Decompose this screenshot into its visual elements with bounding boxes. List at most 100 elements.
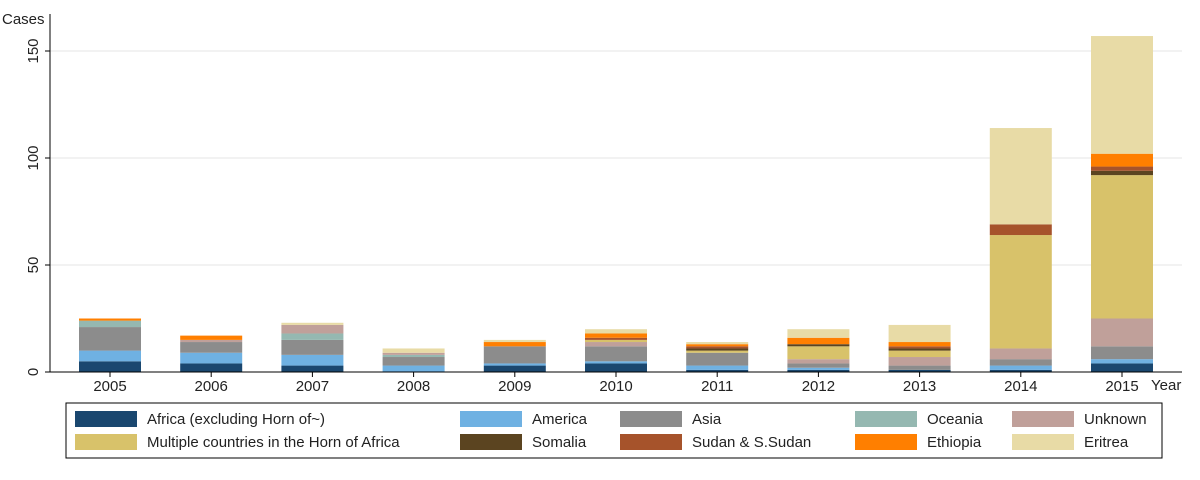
bar-segment bbox=[281, 324, 344, 334]
legend-box bbox=[65, 402, 1163, 459]
bar-segment bbox=[888, 350, 951, 358]
legend-label: Africa (excluding Horn of~) bbox=[147, 411, 325, 428]
legend-swatch bbox=[855, 411, 917, 427]
bar-segment bbox=[79, 327, 141, 351]
legend-swatch bbox=[620, 434, 682, 450]
bar-segment bbox=[989, 359, 1052, 366]
legend: Africa (excluding Horn of~) America Asia Oc… bbox=[65, 402, 1163, 459]
bar-segment bbox=[79, 361, 141, 372]
bar-segment bbox=[585, 346, 647, 362]
bar-segment bbox=[585, 333, 647, 338]
bar-segment bbox=[787, 369, 850, 372]
legend-swatch bbox=[460, 434, 522, 450]
bar-segment bbox=[1091, 170, 1153, 176]
bar-segment bbox=[1091, 346, 1153, 360]
bar-segment bbox=[382, 352, 445, 355]
bar-segment bbox=[888, 342, 951, 347]
bar-segment bbox=[585, 329, 647, 334]
bar-segment bbox=[787, 337, 850, 345]
bar-segment bbox=[989, 365, 1052, 370]
legend-swatch bbox=[460, 411, 522, 427]
bar-segment bbox=[281, 339, 344, 355]
bar-segment bbox=[585, 363, 647, 372]
x-tick-label: 2007 bbox=[296, 378, 329, 395]
bar-segment bbox=[787, 367, 850, 370]
bar-segment bbox=[686, 344, 749, 347]
bar-segment bbox=[686, 342, 749, 345]
bar-segment bbox=[686, 365, 749, 370]
bar-segment bbox=[888, 357, 951, 366]
bar-segment bbox=[888, 346, 951, 349]
bar-segment bbox=[1091, 359, 1153, 364]
legend-swatch bbox=[75, 411, 137, 427]
x-tick-label: 2013 bbox=[903, 378, 936, 395]
bar-segment bbox=[787, 363, 850, 368]
legend-label: Ethiopia bbox=[927, 434, 982, 451]
bar-segment bbox=[483, 346, 546, 364]
bar-segment bbox=[281, 322, 344, 325]
bar-segment bbox=[483, 363, 546, 366]
legend-swatch bbox=[855, 434, 917, 450]
bar-segment bbox=[79, 318, 141, 321]
bar-segment bbox=[79, 320, 141, 328]
bar-segment bbox=[989, 235, 1052, 349]
bar-segment bbox=[989, 348, 1052, 360]
bar-segment bbox=[1091, 318, 1153, 347]
x-tick-label: 2008 bbox=[397, 378, 430, 395]
bar-segment bbox=[888, 324, 951, 343]
bar-segment bbox=[180, 339, 243, 343]
x-tick-label: 2006 bbox=[195, 378, 228, 395]
x-tick-label: 2015 bbox=[1105, 378, 1138, 395]
bar-segment bbox=[382, 348, 445, 353]
bar-segment bbox=[989, 369, 1052, 372]
legend-label: Multiple countries in the Horn of Africa bbox=[147, 434, 400, 451]
bars bbox=[79, 36, 1153, 372]
bar-segment bbox=[585, 342, 647, 347]
bar-segment bbox=[989, 224, 1052, 236]
x-tick-label: 2010 bbox=[599, 378, 632, 395]
bar-segment bbox=[79, 350, 141, 362]
bar-segment bbox=[483, 342, 546, 347]
bar-segment bbox=[686, 369, 749, 372]
x-tick-label: 2011 bbox=[701, 378, 733, 395]
bar-segment bbox=[281, 365, 344, 372]
bar-segment bbox=[180, 342, 243, 353]
legend-swatch bbox=[1012, 434, 1074, 450]
x-ticks: 2005 2006 2007 2008 2009 2010 2011 2012 2013 2014… bbox=[93, 372, 1139, 395]
y-tick-label: 0 bbox=[25, 368, 42, 376]
x-tick-label: 2012 bbox=[802, 378, 835, 395]
bar-segment bbox=[180, 363, 243, 372]
bar-segment bbox=[585, 339, 647, 343]
bar-segment bbox=[382, 365, 445, 372]
bar-segment bbox=[686, 346, 749, 349]
bar-segment bbox=[585, 337, 647, 340]
bar-segment bbox=[989, 128, 1052, 225]
bar-segment bbox=[888, 348, 951, 351]
bar-segment bbox=[686, 352, 749, 366]
x-tick-label: 2009 bbox=[498, 378, 531, 395]
bar-segment bbox=[787, 329, 850, 338]
legend-swatch bbox=[620, 411, 682, 427]
legend-label: Oceania bbox=[927, 411, 984, 428]
legend-label: Eritrea bbox=[1084, 434, 1129, 451]
bar-segment bbox=[1091, 175, 1153, 319]
bar-segment bbox=[787, 359, 850, 364]
bar-segment bbox=[180, 352, 243, 364]
y-tick-label: 100 bbox=[25, 145, 42, 170]
x-tick-label: 2014 bbox=[1004, 378, 1037, 395]
legend-label: Asia bbox=[692, 411, 722, 428]
bar-segment bbox=[281, 354, 344, 366]
bar-segment bbox=[1091, 166, 1153, 171]
y-ticks: 0 50 100 150 bbox=[25, 38, 50, 376]
bar-segment bbox=[1091, 363, 1153, 372]
bar-segment bbox=[382, 354, 445, 358]
legend-label: Sudan & S.Sudan bbox=[692, 434, 811, 451]
bar-segment bbox=[585, 361, 647, 364]
legend-swatch bbox=[75, 434, 137, 450]
y-tick-label: 50 bbox=[25, 257, 42, 274]
legend-label: America bbox=[532, 411, 588, 428]
bar-segment bbox=[483, 339, 546, 343]
legend-swatch bbox=[1012, 411, 1074, 427]
bar-segment bbox=[686, 350, 749, 353]
bar-segment bbox=[888, 369, 951, 372]
